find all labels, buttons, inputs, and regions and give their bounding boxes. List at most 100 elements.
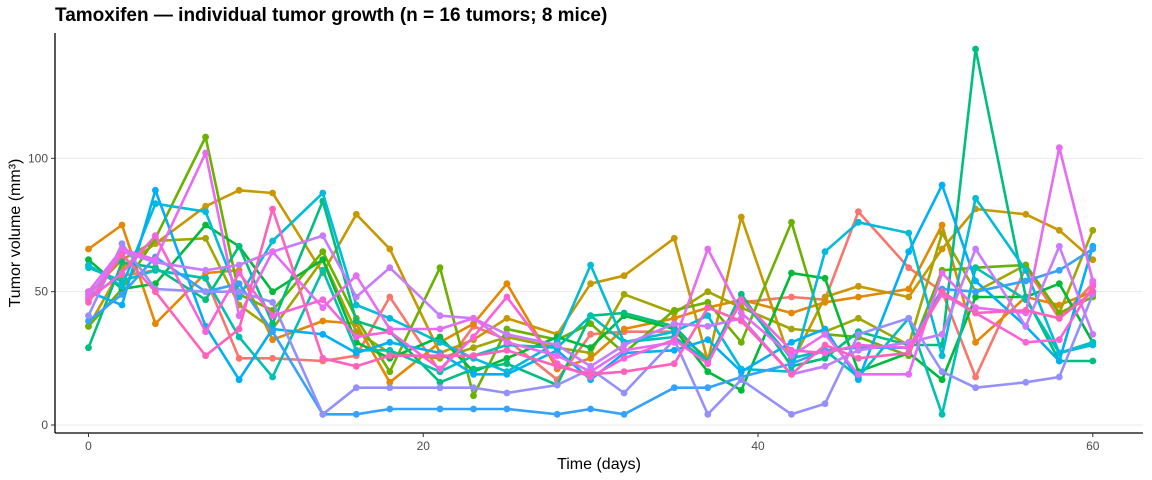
data-point bbox=[352, 272, 360, 280]
data-point bbox=[118, 269, 126, 277]
data-point bbox=[855, 208, 862, 216]
data-point bbox=[788, 269, 795, 277]
data-point bbox=[938, 221, 946, 229]
data-point bbox=[821, 248, 829, 256]
data-point bbox=[319, 232, 327, 240]
data-point bbox=[269, 205, 276, 213]
data-point bbox=[620, 290, 628, 298]
data-point bbox=[737, 290, 745, 298]
data-point bbox=[620, 341, 628, 349]
data-point bbox=[269, 312, 276, 320]
data-point bbox=[85, 288, 92, 296]
data-point bbox=[972, 194, 979, 202]
data-point bbox=[620, 368, 628, 376]
data-point bbox=[118, 282, 126, 290]
data-point bbox=[470, 333, 477, 341]
data-point bbox=[152, 200, 159, 208]
data-point bbox=[319, 248, 327, 256]
data-point bbox=[587, 280, 594, 288]
data-point bbox=[152, 186, 159, 194]
data-point bbox=[85, 344, 92, 352]
data-point bbox=[821, 354, 829, 362]
data-point bbox=[737, 368, 745, 376]
data-point bbox=[821, 325, 829, 333]
data-point bbox=[587, 370, 594, 378]
data-point bbox=[587, 349, 594, 357]
data-point bbox=[1055, 357, 1063, 365]
data-point bbox=[118, 301, 126, 309]
data-point bbox=[704, 360, 712, 368]
data-point bbox=[202, 352, 210, 360]
data-point bbox=[1055, 144, 1063, 152]
data-point bbox=[855, 218, 862, 226]
data-point bbox=[1089, 330, 1097, 338]
data-point bbox=[235, 261, 243, 269]
data-point bbox=[704, 410, 712, 418]
data-point bbox=[269, 336, 276, 344]
data-point bbox=[85, 317, 92, 325]
data-point bbox=[1022, 338, 1030, 346]
data-point bbox=[235, 186, 243, 194]
data-point bbox=[704, 312, 712, 320]
data-point bbox=[1055, 226, 1063, 234]
data-point bbox=[202, 288, 210, 296]
data-point bbox=[352, 410, 360, 418]
data-point bbox=[319, 189, 327, 197]
data-point bbox=[386, 293, 394, 301]
data-point bbox=[503, 280, 511, 288]
data-point bbox=[436, 312, 444, 320]
data-point bbox=[436, 352, 444, 360]
data-point bbox=[235, 288, 243, 296]
data-point bbox=[938, 269, 946, 277]
chart-title: Tamoxifen — individual tumor growth (n =… bbox=[55, 5, 607, 26]
x-tick-label: 40 bbox=[751, 439, 765, 453]
data-point bbox=[503, 314, 511, 322]
data-point bbox=[269, 354, 276, 362]
data-point bbox=[503, 389, 511, 397]
data-point bbox=[620, 309, 628, 317]
data-point bbox=[1089, 277, 1097, 285]
data-point bbox=[352, 293, 360, 301]
data-point bbox=[386, 378, 394, 386]
data-point bbox=[972, 288, 979, 296]
data-point bbox=[905, 285, 913, 293]
data-point bbox=[855, 282, 862, 290]
data-point bbox=[972, 373, 979, 381]
data-point bbox=[855, 330, 862, 338]
data-point bbox=[269, 373, 276, 381]
data-point bbox=[905, 349, 913, 357]
y-tick-label: 50 bbox=[35, 285, 49, 299]
data-point bbox=[503, 360, 511, 368]
data-point bbox=[788, 309, 795, 317]
data-point bbox=[436, 378, 444, 386]
data-point bbox=[386, 328, 394, 336]
data-point bbox=[737, 296, 745, 304]
data-point bbox=[737, 376, 745, 384]
data-point bbox=[1055, 309, 1063, 317]
data-point bbox=[737, 386, 745, 394]
data-point bbox=[503, 405, 511, 413]
data-point bbox=[269, 288, 276, 296]
data-point bbox=[269, 298, 276, 306]
data-point bbox=[905, 248, 913, 256]
data-point bbox=[670, 346, 678, 354]
data-point bbox=[1089, 341, 1097, 349]
data-point bbox=[905, 314, 913, 322]
data-point bbox=[470, 365, 477, 373]
data-point bbox=[905, 293, 913, 301]
data-point bbox=[352, 349, 360, 357]
data-point bbox=[386, 245, 394, 253]
data-point bbox=[972, 309, 979, 317]
data-point bbox=[436, 264, 444, 272]
data-point bbox=[670, 306, 678, 314]
data-point bbox=[470, 392, 477, 400]
data-point bbox=[118, 290, 126, 298]
data-point bbox=[503, 346, 511, 354]
data-point bbox=[386, 368, 394, 376]
data-point bbox=[319, 296, 327, 304]
data-point bbox=[319, 256, 327, 264]
data-point bbox=[85, 312, 92, 320]
data-point bbox=[553, 410, 561, 418]
data-point bbox=[1055, 242, 1063, 250]
data-point bbox=[620, 325, 628, 333]
